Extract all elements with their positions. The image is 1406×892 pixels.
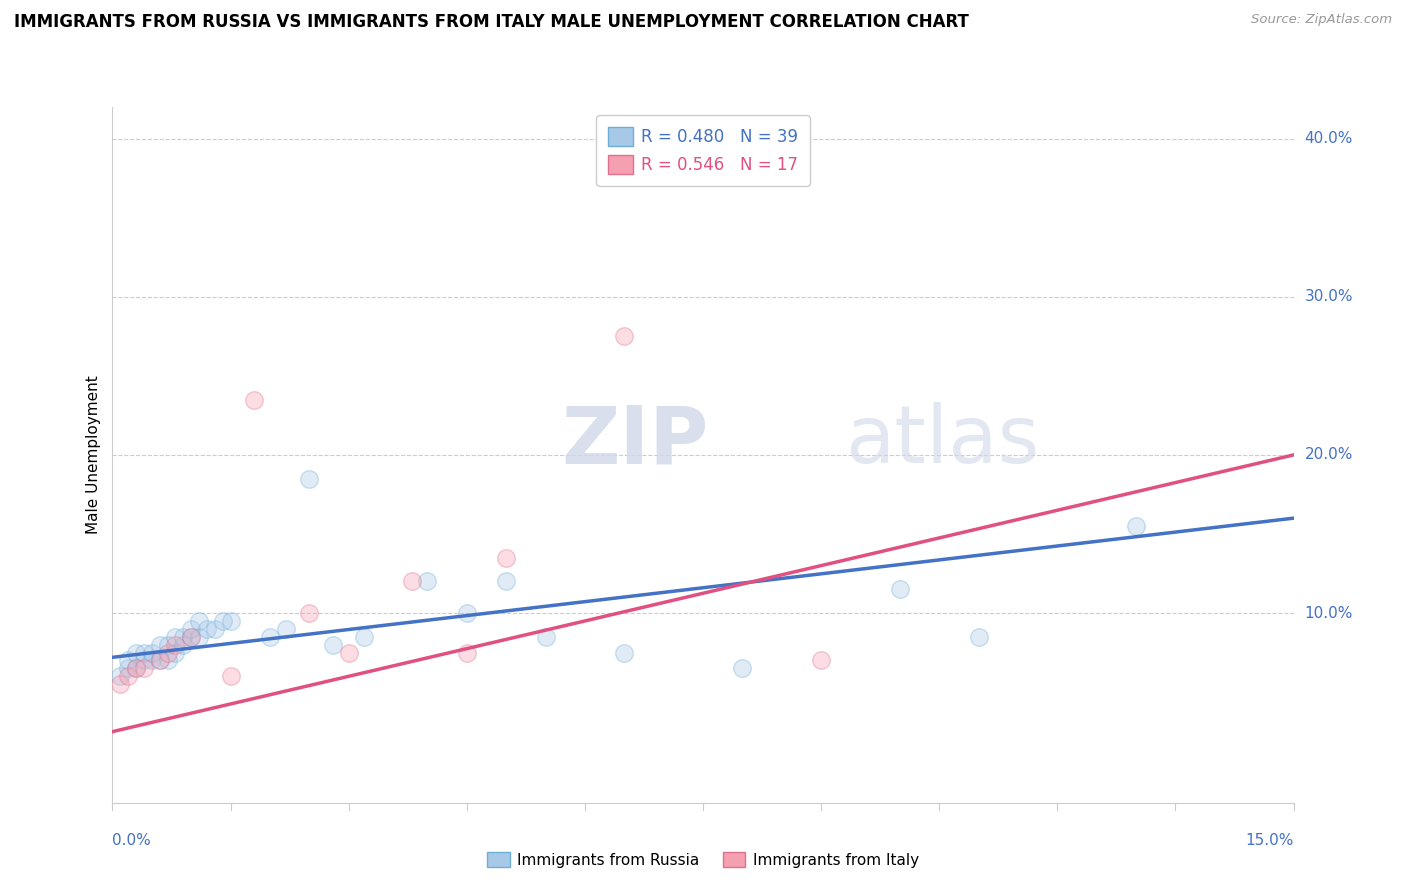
Point bbox=[125, 646, 148, 660]
Point bbox=[117, 661, 139, 675]
Text: 0.0%: 0.0% bbox=[112, 833, 152, 848]
Text: 40.0%: 40.0% bbox=[1305, 131, 1353, 146]
Point bbox=[141, 653, 163, 667]
Text: 15.0%: 15.0% bbox=[1246, 833, 1294, 848]
Point bbox=[188, 614, 211, 628]
Point bbox=[110, 669, 132, 683]
Point bbox=[165, 646, 187, 660]
Text: Source: ZipAtlas.com: Source: ZipAtlas.com bbox=[1251, 13, 1392, 27]
Y-axis label: Male Unemployment: Male Unemployment bbox=[86, 376, 101, 534]
Point bbox=[125, 661, 148, 675]
Text: 30.0%: 30.0% bbox=[1305, 289, 1353, 304]
Point bbox=[180, 630, 202, 644]
Point bbox=[259, 630, 281, 644]
Point bbox=[337, 646, 360, 660]
Text: 10.0%: 10.0% bbox=[1305, 606, 1353, 621]
Point bbox=[456, 606, 478, 620]
Text: 20.0%: 20.0% bbox=[1305, 448, 1353, 462]
Point bbox=[274, 622, 297, 636]
Point bbox=[211, 614, 233, 628]
Point bbox=[731, 661, 754, 675]
Point bbox=[401, 574, 423, 589]
Point bbox=[322, 638, 344, 652]
Point bbox=[156, 638, 179, 652]
Point bbox=[613, 329, 636, 343]
Point bbox=[156, 646, 179, 660]
Point bbox=[204, 622, 226, 636]
Legend: R = 0.480   N = 39, R = 0.546   N = 17: R = 0.480 N = 39, R = 0.546 N = 17 bbox=[596, 115, 810, 186]
Point bbox=[165, 638, 187, 652]
Point bbox=[141, 646, 163, 660]
Point bbox=[132, 653, 155, 667]
Point bbox=[132, 661, 155, 675]
Point bbox=[967, 630, 990, 644]
Point bbox=[243, 392, 266, 407]
Point bbox=[613, 646, 636, 660]
Point bbox=[1125, 519, 1147, 533]
Legend: Immigrants from Russia, Immigrants from Italy: Immigrants from Russia, Immigrants from … bbox=[479, 844, 927, 875]
Point bbox=[172, 630, 194, 644]
Point bbox=[495, 574, 517, 589]
Point bbox=[180, 622, 202, 636]
Point bbox=[149, 653, 172, 667]
Point bbox=[298, 472, 321, 486]
Point bbox=[219, 614, 242, 628]
Point bbox=[195, 622, 218, 636]
Text: atlas: atlas bbox=[845, 402, 1039, 480]
Point bbox=[298, 606, 321, 620]
Point bbox=[495, 550, 517, 565]
Point bbox=[117, 669, 139, 683]
Point bbox=[456, 646, 478, 660]
Point bbox=[534, 630, 557, 644]
Point bbox=[810, 653, 832, 667]
Text: IMMIGRANTS FROM RUSSIA VS IMMIGRANTS FROM ITALY MALE UNEMPLOYMENT CORRELATION CH: IMMIGRANTS FROM RUSSIA VS IMMIGRANTS FRO… bbox=[14, 13, 969, 31]
Point bbox=[149, 653, 172, 667]
Text: ZIP: ZIP bbox=[561, 402, 709, 480]
Point bbox=[156, 653, 179, 667]
Point bbox=[125, 661, 148, 675]
Point bbox=[188, 630, 211, 644]
Point bbox=[172, 638, 194, 652]
Point bbox=[180, 630, 202, 644]
Point bbox=[149, 638, 172, 652]
Point bbox=[219, 669, 242, 683]
Point bbox=[416, 574, 439, 589]
Point bbox=[889, 582, 911, 597]
Point bbox=[132, 646, 155, 660]
Point bbox=[117, 653, 139, 667]
Point bbox=[165, 630, 187, 644]
Point bbox=[110, 677, 132, 691]
Point bbox=[353, 630, 375, 644]
